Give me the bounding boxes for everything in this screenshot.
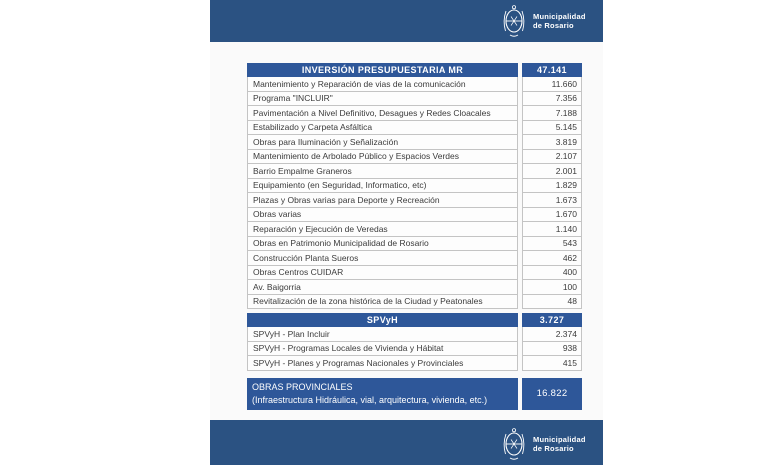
row-value: 1.673 [522, 193, 582, 208]
row-value: 2.107 [522, 149, 582, 164]
row-value: 11.660 [522, 77, 582, 92]
spvyh-section-rows: SPVyH - Plan Incluir 2.374 SPVyH - Program… [247, 327, 582, 371]
row-value: 5.145 [522, 120, 582, 135]
provincial-works-block: OBRAS PROVINCIALES (Infraestructura Hidr… [247, 377, 582, 410]
table-row: Av. Baigorria 100 [247, 280, 582, 295]
main-section-rows: Mantenimiento y Reparación de vias de la… [247, 77, 582, 309]
budget-table: INVERSIÓN PRESUPUESTARIA MR 47.141 Mante… [247, 63, 582, 410]
municipality-brand: Municipalidad de Rosario [500, 4, 586, 38]
table-row: SPVyH - Plan Incluir 2.374 [247, 327, 582, 342]
row-label: Obras en Patrimonio Municipalidad de Ros… [247, 236, 518, 251]
row-value: 7.188 [522, 106, 582, 121]
row-label: Obras varias [247, 207, 518, 222]
row-label: SPVyH - Plan Incluir [247, 327, 518, 342]
brand-name: Municipalidad de Rosario [533, 12, 586, 31]
municipality-brand-footer: Municipalidad de Rosario [500, 427, 586, 461]
provincial-works-title: OBRAS PROVINCIALES [252, 381, 353, 392]
provincial-works-label: OBRAS PROVINCIALES (Infraestructura Hidr… [247, 377, 518, 410]
table-row: Equipamiento (en Seguridad, Informatico,… [247, 178, 582, 193]
row-value: 3.819 [522, 135, 582, 150]
provincial-works-subtitle: (Infraestructura Hidráulica, vial, arqui… [252, 394, 488, 405]
brand-name-line2: de Rosario [533, 21, 574, 30]
row-label: Pavimentación a Nivel Definitivo, Desagu… [247, 106, 518, 121]
row-value: 2.374 [522, 327, 582, 342]
row-value: 100 [522, 280, 582, 295]
footer-band: Municipalidad de Rosario [210, 420, 603, 465]
spvyh-section-title: SPVyH [247, 313, 518, 327]
main-section-header: INVERSIÓN PRESUPUESTARIA MR 47.141 [247, 63, 582, 77]
row-value: 1.670 [522, 207, 582, 222]
row-label: Revitalización de la zona histórica de l… [247, 294, 518, 309]
header-band: Municipalidad de Rosario [210, 0, 603, 42]
table-row: Construcción Planta Sueros 462 [247, 251, 582, 266]
brand-name: Municipalidad de Rosario [533, 435, 586, 454]
row-value: 1.140 [522, 222, 582, 237]
table-row: Programa "INCLUIR" 7.356 [247, 91, 582, 106]
row-value: 938 [522, 341, 582, 356]
row-label: SPVyH - Programas Locales de Vivienda y … [247, 341, 518, 356]
row-value: 415 [522, 356, 582, 371]
row-label: Av. Baigorria [247, 280, 518, 295]
table-row: SPVyH - Planes y Programas Nacionales y … [247, 356, 582, 371]
table-row: Mantenimiento de Arbolado Público y Espa… [247, 149, 582, 164]
row-label: Obras para Iluminación y Señalización [247, 135, 518, 150]
main-section-title: INVERSIÓN PRESUPUESTARIA MR [247, 63, 518, 77]
brand-name-line1: Municipalidad [533, 11, 586, 21]
row-label: Estabilizado y Carpeta Asfáltica [247, 120, 518, 135]
row-value: 48 [522, 294, 582, 309]
table-row: Pavimentación a Nivel Definitivo, Desagu… [247, 106, 582, 121]
table-row: Plazas y Obras varias para Deporte y Rec… [247, 193, 582, 208]
brand-name-line1: Municipalidad [533, 434, 586, 444]
row-value: 400 [522, 265, 582, 280]
row-label: Obras Centros CUIDAR [247, 265, 518, 280]
section-spacer [247, 371, 582, 378]
row-label: Reparación y Ejecución de Veredas [247, 222, 518, 237]
row-label: Construcción Planta Sueros [247, 251, 518, 266]
row-value: 462 [522, 251, 582, 266]
table-row: Mantenimiento y Reparación de vias de la… [247, 77, 582, 92]
row-value: 543 [522, 236, 582, 251]
row-value: 7.356 [522, 91, 582, 106]
table-row: Revitalización de la zona histórica de l… [247, 294, 582, 309]
table-row: Barrio Empalme Graneros 2.001 [247, 164, 582, 179]
report-page: Municipalidad de Rosario INVERSIÓN PRESU… [210, 0, 603, 465]
table-row: Obras para Iluminación y Señalización 3.8… [247, 135, 582, 150]
row-label: Mantenimiento y Reparación de vias de la… [247, 77, 518, 92]
table-row: Estabilizado y Carpeta Asfáltica 5.145 [247, 120, 582, 135]
spvyh-section-header: SPVyH 3.727 [247, 313, 582, 327]
spvyh-section-total: 3.727 [522, 313, 582, 327]
row-value: 1.829 [522, 178, 582, 193]
table-row: Reparación y Ejecución de Veredas 1.140 [247, 222, 582, 237]
table-row: Obras varias 1.670 [247, 207, 582, 222]
row-label: Mantenimiento de Arbolado Público y Espa… [247, 149, 518, 164]
row-label: Plazas y Obras varias para Deporte y Rec… [247, 193, 518, 208]
row-label: Programa "INCLUIR" [247, 91, 518, 106]
table-row: SPVyH - Programas Locales de Vivienda y … [247, 341, 582, 356]
row-value: 2.001 [522, 164, 582, 179]
coat-of-arms-seal-icon [503, 5, 525, 37]
brand-name-line2: de Rosario [533, 444, 574, 453]
coat-of-arms-seal-icon [503, 428, 525, 460]
row-label: Barrio Empalme Graneros [247, 164, 518, 179]
row-label: SPVyH - Planes y Programas Nacionales y … [247, 356, 518, 371]
main-section-total: 47.141 [522, 63, 582, 77]
row-label: Equipamiento (en Seguridad, Informatico,… [247, 178, 518, 193]
table-row: Obras en Patrimonio Municipalidad de Ros… [247, 236, 582, 251]
table-row: Obras Centros CUIDAR 400 [247, 265, 582, 280]
provincial-works-total: 16.822 [522, 377, 582, 410]
